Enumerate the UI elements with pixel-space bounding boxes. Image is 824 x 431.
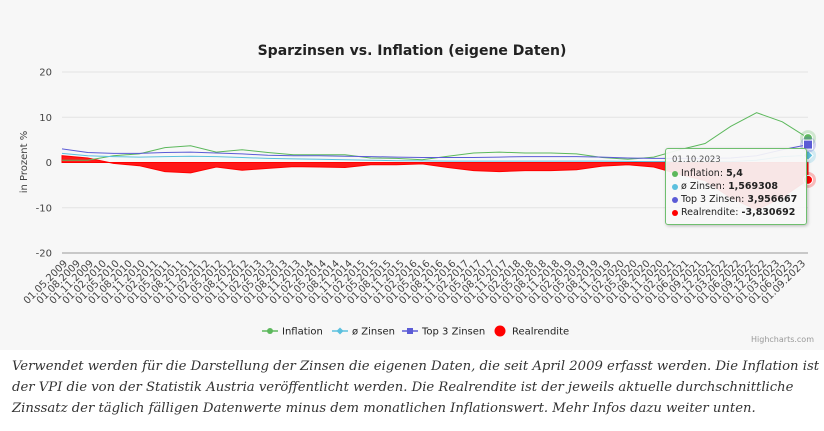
chart-title: Sparzinsen vs. Inflation (eigene Daten)	[258, 43, 567, 59]
legend-symbol	[407, 328, 413, 334]
y-axis-label: in Prozent %	[19, 131, 30, 194]
legend-item[interactable]: Inflation	[262, 327, 323, 338]
tooltip-row-top3: Top 3 Zinsen: 3,956667	[672, 193, 800, 206]
legend-label: Inflation	[282, 327, 323, 338]
legend-item[interactable]: Top 3 Zinsen	[402, 327, 485, 338]
legend-symbol	[267, 328, 273, 334]
y-tick-label: 10	[39, 113, 52, 124]
chart-caption: Verwendet werden für die Darstellung der…	[12, 359, 820, 416]
tooltip-row-zinsen: ø Zinsen: 1,569308	[672, 180, 800, 193]
cyan-dot-icon	[672, 183, 678, 190]
red-dot-icon	[672, 209, 678, 216]
tooltip: 01.10.2023 Inflation: 5,4 ø Zinsen: 1,56…	[665, 148, 807, 225]
blue-dot-icon	[672, 196, 678, 203]
y-tick-label: 20	[39, 68, 52, 79]
tooltip-date: 01.10.2023	[672, 155, 721, 165]
legend-label: ø Zinsen	[352, 327, 395, 338]
y-tick-label: -10	[36, 203, 52, 214]
chart-svg: Sparzinsen vs. Inflation (eigene Daten) …	[19, 43, 816, 344]
y-tick-label: 0	[46, 158, 52, 169]
legend-label: Realrendite	[512, 327, 569, 338]
tooltip-row-realrendite: Realrendite: -3,830692	[672, 206, 800, 219]
series-marker-square	[803, 139, 813, 150]
legend-item[interactable]: ø Zinsen	[332, 327, 395, 338]
green-dot-icon	[672, 170, 678, 177]
legend-item[interactable]: Realrendite	[494, 325, 570, 338]
legend-label: Top 3 Zinsen	[421, 327, 485, 338]
y-tick-label: -20	[36, 249, 52, 260]
credits[interactable]: Highcharts.com	[751, 335, 814, 344]
legend-symbol	[336, 327, 344, 335]
legend-symbol	[494, 325, 506, 337]
tooltip-row-inflation: Inflation: 5,4	[672, 167, 800, 180]
